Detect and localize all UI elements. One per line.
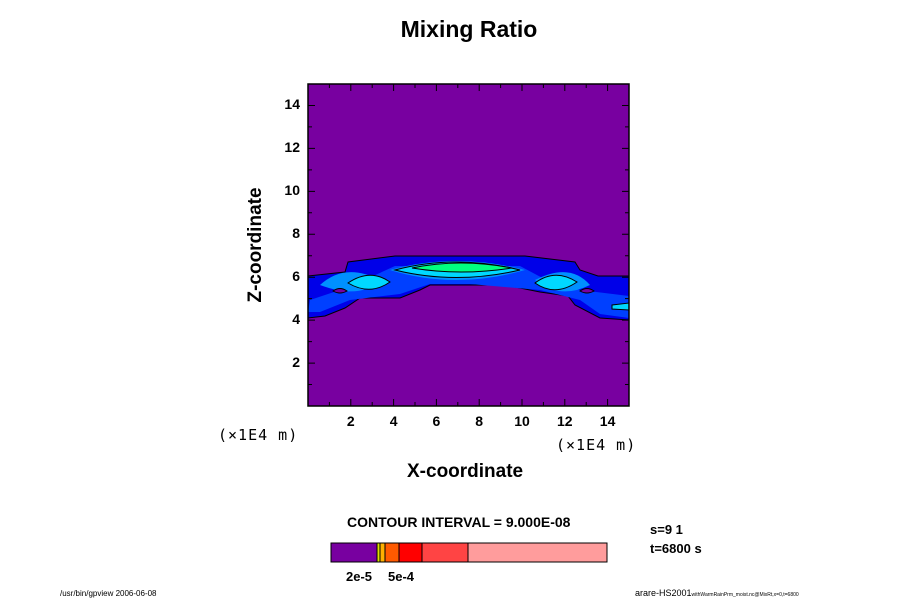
s-value: s=9 1: [650, 522, 683, 537]
y-tick-label: 2: [292, 354, 300, 371]
x-tick-label: 8: [475, 413, 484, 429]
contour-minimum: [332, 288, 595, 294]
plot-background: [308, 84, 629, 406]
contour-level2: [308, 266, 629, 318]
contour-level4: [347, 261, 630, 311]
colorbar-segment: [385, 543, 399, 562]
x-tick-label: 6: [432, 413, 441, 429]
t-value: t=6800 s: [650, 541, 702, 556]
x-tick-label: 2: [346, 413, 355, 429]
y-axis-label: Z-coordinate: [245, 187, 266, 303]
y-unit: (×1E4 m): [218, 426, 299, 444]
colorbar-segment: [331, 543, 377, 562]
y-tick-label: 10: [284, 182, 300, 199]
colorbar-label: 5e-4: [388, 569, 415, 584]
x-tick-label: 14: [599, 413, 616, 429]
colorbar-segment: [422, 543, 468, 562]
y-tick-label: 14: [284, 96, 300, 113]
contour-interval: CONTOUR INTERVAL = 9.000E-08: [347, 514, 571, 530]
x-tick-label: 4: [389, 413, 398, 429]
colorbar-segment: [468, 543, 607, 562]
x-axis-label: X-coordinate: [407, 461, 524, 482]
colorbar-label: 2e-5: [346, 569, 373, 584]
plot-frame: [307, 83, 630, 407]
y-tick-label: 6: [292, 268, 300, 285]
colorbar-segment: [380, 543, 385, 562]
tick-marks: [308, 84, 629, 406]
y-tick-label: 4: [292, 311, 300, 328]
footer-right: arare-HS2001withWarmRainPrm_moist.nc@Mix…: [635, 588, 799, 598]
x-unit: (×1E4 m): [556, 436, 637, 454]
chart-title: Mixing Ratio: [400, 16, 538, 42]
y-tick-label: 8: [292, 225, 300, 242]
colorbar: [330, 542, 608, 563]
x-tick-label: 10: [514, 413, 530, 429]
y-tick-label: 12: [284, 139, 300, 156]
x-tick-label: 12: [557, 413, 573, 429]
footer-left: /usr/bin/gpview 2006-06-08: [60, 589, 157, 598]
contour-level5: [411, 262, 513, 273]
colorbar-segment: [399, 543, 422, 562]
colorbar-segment: [377, 543, 380, 562]
